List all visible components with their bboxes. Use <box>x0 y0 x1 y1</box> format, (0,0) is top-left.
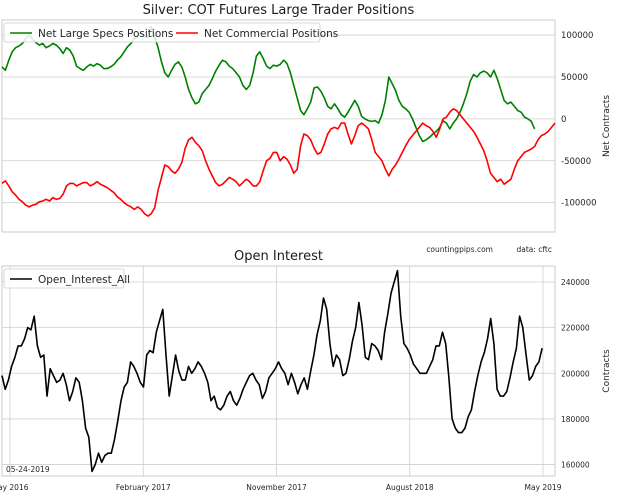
x-tick-label: November 2017 <box>246 483 307 492</box>
series-line-2 <box>1 108 556 217</box>
x-tick-label: May 2019 <box>525 483 562 492</box>
source-credit: countingpips.com <box>426 245 493 254</box>
y-tick-label: 50000 <box>561 73 588 83</box>
y-tick-label: 160000 <box>561 461 590 470</box>
x-tick-label: May 2016 <box>0 483 29 492</box>
legend: Net Large Specs Positions Net Commercial … <box>3 22 338 43</box>
y-tick-label: 100000 <box>561 31 593 41</box>
y-tick-label: 220000 <box>561 324 590 333</box>
chart-title: Open Interest <box>234 249 323 264</box>
plot-frame <box>1 19 556 233</box>
series-line-1 <box>1 25 536 143</box>
legend-entry: Net Commercial Positions <box>204 28 338 40</box>
data-source: data: cftc <box>516 245 552 254</box>
plot-frame <box>1 265 556 477</box>
y-tick-label: 0 <box>561 115 566 125</box>
date-label: 05-24-2019 <box>6 465 50 474</box>
large-trader-positions-chart: -100000 -50000 0 50000 100000 Silver: COT Fut… <box>1 3 612 254</box>
y-tick-label: -100000 <box>561 199 597 209</box>
open-interest-chart: 160000 180000 200000 220000 240000 May 2016 Fe… <box>0 249 612 492</box>
legend-box <box>3 22 321 43</box>
y-tick-label: -50000 <box>561 157 591 167</box>
legend-entry: Net Large Specs Positions <box>38 28 173 40</box>
y-tick-label: 200000 <box>561 369 590 378</box>
plot-area <box>2 20 555 232</box>
x-tick-label: February 2017 <box>116 483 171 492</box>
x-tick-label: August 2018 <box>386 483 434 492</box>
y-axis-label: Contracts <box>602 349 612 393</box>
y-tick-label: 240000 <box>561 278 590 287</box>
legend-box <box>3 268 125 289</box>
series-line-1 <box>1 269 543 473</box>
legend: Open_Interest_All <box>3 268 130 289</box>
y-tick-label: 180000 <box>561 415 590 424</box>
chart-title: Silver: COT Futures Large Trader Positio… <box>143 3 415 18</box>
plot-area <box>2 266 555 476</box>
legend-entry: Open_Interest_All <box>38 274 130 286</box>
y-axis-label: Net Contracts <box>602 95 612 157</box>
